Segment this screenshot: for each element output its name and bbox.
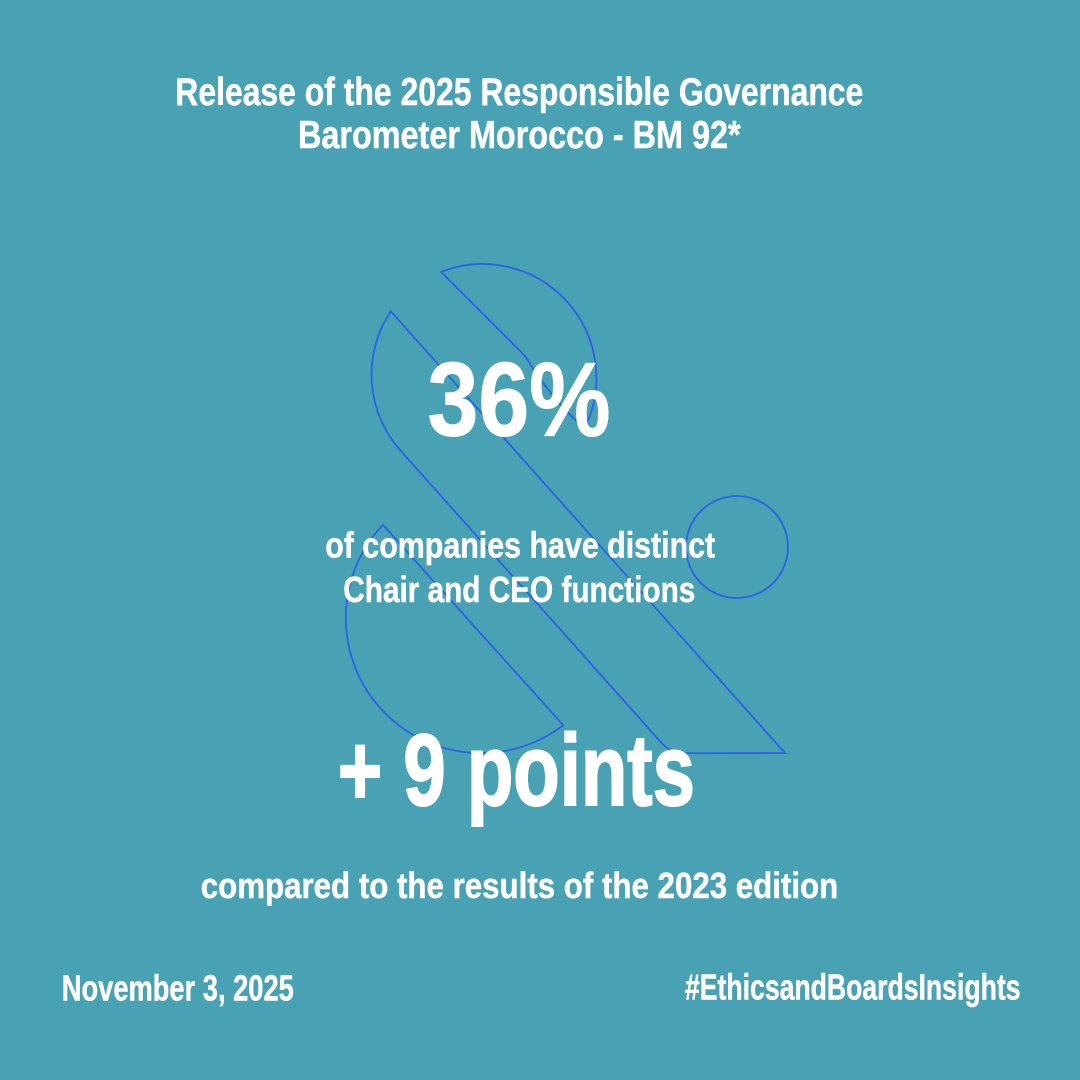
- svg-text:of companies have distinct: of companies have distinct: [325, 525, 715, 566]
- svg-text:Release of the 2025 Responsibl: Release of the 2025 Responsible Governan…: [175, 71, 863, 114]
- svg-text:#EthicsandBoardsInsights: #EthicsandBoardsInsights: [685, 967, 1021, 1008]
- svg-text:Chair and CEO functions: Chair and CEO functions: [343, 569, 695, 610]
- svg-text:compared to the results of the: compared to the results of the 2023 edit…: [201, 865, 839, 906]
- svg-text:November 3, 2025: November 3, 2025: [62, 968, 294, 1009]
- svg-text:+ 9 points: + 9 points: [338, 715, 695, 827]
- svg-text:36%: 36%: [428, 341, 611, 458]
- svg-text:Barometer Morocco - BM 92*: Barometer Morocco - BM 92*: [298, 114, 741, 157]
